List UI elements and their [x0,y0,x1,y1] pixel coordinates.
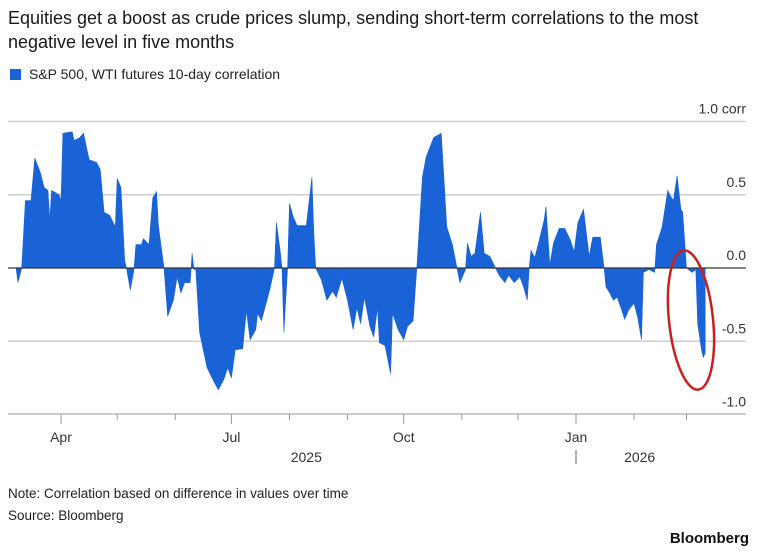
legend-swatch [10,68,21,80]
y-tick-label: 0.5 [727,174,747,190]
note-text: Note: Correlation based on difference in… [8,486,349,501]
y-tick-label: 0.0 [727,247,747,263]
y-tick-label: -1.0 [722,394,746,410]
legend: S&P 500, WTI futures 10-day correlation [10,66,280,82]
correlation-chart: 1.0 corr 0.5 0.0 -0.5 -1.0 Apr Jul Oct Jan 2025 2… [8,101,747,465]
y-tick-label: -0.5 [722,320,746,336]
chart-title: Equities get a boost as crude prices slu… [8,8,699,52]
correlation-area [8,131,706,391]
bloomberg-logo: Bloomberg [669,530,749,547]
series-area [8,131,706,391]
annotation-ellipse [666,249,716,391]
source-text: Source: Bloomberg [8,508,124,523]
x-tick-label: Apr [50,429,72,445]
y-tick-labels: 1.0 corr 0.5 0.0 -0.5 -1.0 [699,101,747,410]
year-label: 2026 [624,449,655,465]
legend-label: S&P 500, WTI futures 10-day correlation [29,66,281,82]
year-label: 2025 [291,449,322,465]
x-tick-labels: Apr Jul Oct Jan 2025 2026 [50,429,655,465]
axes [8,267,746,424]
x-tick-label: Jul [222,429,240,445]
x-tick-label: Jan [565,429,588,445]
x-tick-label: Oct [393,429,415,445]
gridlines [8,120,746,342]
y-tick-label: 1.0 corr [699,101,747,117]
